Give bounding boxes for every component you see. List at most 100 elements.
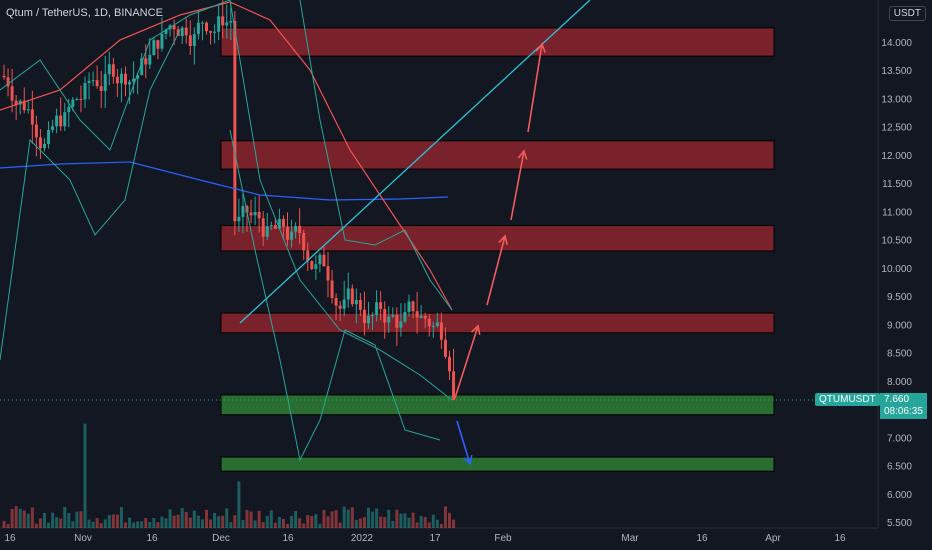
candle-body — [71, 99, 75, 107]
volume-bar — [67, 513, 71, 528]
candle-body — [63, 112, 67, 127]
y-tick-label: 6.500 — [887, 462, 912, 473]
candle-body — [229, 20, 233, 23]
volume-bar — [395, 509, 399, 528]
candle-body — [253, 212, 257, 216]
candle-body — [55, 115, 59, 127]
bollinger-low-1 — [0, 29, 181, 361]
volume-bar — [261, 522, 265, 528]
volume-bar — [63, 506, 67, 528]
x-tick-label: 16 — [146, 533, 158, 544]
candle-body — [83, 83, 87, 100]
candle-body — [367, 315, 370, 324]
y-tick-label: 6.000 — [887, 490, 912, 501]
candle-body — [233, 20, 237, 222]
volume-bar — [322, 509, 326, 528]
candle-body — [443, 339, 447, 357]
volume-bar — [172, 515, 176, 528]
volume-bar — [14, 506, 18, 528]
candle-body — [387, 316, 391, 323]
candle-body — [350, 288, 354, 305]
candle-body — [225, 22, 229, 26]
volume-bar — [83, 423, 87, 528]
volume-bar — [362, 517, 366, 528]
price-tag-countdown: 08:06:35 — [884, 406, 923, 417]
volume-bar — [196, 515, 200, 528]
volume-bar — [205, 509, 208, 528]
y-tick-label: 13.000 — [881, 94, 912, 105]
candle-body — [217, 16, 221, 32]
y-tick-label: 11.500 — [882, 179, 912, 190]
candle-body — [26, 109, 30, 111]
candle-body — [302, 232, 306, 251]
volume-bar — [277, 516, 281, 528]
currency-badge[interactable]: USDT — [888, 6, 926, 21]
resistance-zone — [220, 312, 775, 334]
volume-bar — [136, 521, 140, 528]
candle-body — [379, 302, 383, 310]
candle-body — [59, 115, 63, 127]
volume-bar — [51, 512, 55, 528]
candle-body — [306, 250, 310, 261]
candle-body — [95, 80, 99, 87]
candle-body — [431, 325, 435, 327]
volume-bar — [34, 523, 38, 528]
candle-body — [273, 225, 277, 229]
candle-body — [277, 218, 281, 229]
candle-body — [338, 305, 342, 309]
candle-body — [6, 77, 10, 87]
volume-bar — [22, 510, 26, 528]
volume-bar — [180, 507, 184, 528]
volume-bar — [452, 519, 456, 528]
candle-body — [30, 109, 34, 125]
y-tick-label: 10.500 — [881, 236, 912, 247]
down-arrow — [456, 420, 471, 465]
candle-body — [269, 225, 273, 227]
volume-bar — [443, 506, 447, 528]
candle-body — [391, 314, 395, 317]
projection-arrow — [454, 325, 479, 399]
candle-body — [346, 288, 350, 300]
candle-body — [427, 318, 431, 327]
y-tick-label: 12.500 — [881, 123, 912, 134]
candle-body — [128, 81, 132, 85]
volume-bar — [111, 514, 115, 528]
candle-body — [164, 29, 168, 34]
volume-bar — [350, 507, 354, 528]
candle-body — [290, 231, 294, 240]
volume-bar — [119, 507, 123, 528]
candle-body — [213, 31, 217, 33]
volume-bar — [399, 513, 403, 528]
y-tick-label: 13.500 — [881, 66, 912, 77]
volume-bar — [435, 519, 439, 528]
volume-bar — [91, 521, 95, 528]
candle-body — [318, 254, 322, 265]
volume-bar — [403, 513, 407, 528]
volume-bar — [237, 481, 241, 528]
volume-bar — [115, 514, 119, 528]
volume-bar — [346, 509, 350, 528]
candle-body — [419, 315, 423, 318]
candle-body — [180, 27, 184, 37]
volume-bar — [330, 511, 334, 528]
volume-bar — [423, 517, 427, 528]
volume-bar — [269, 510, 273, 528]
candle-body — [67, 106, 71, 113]
candle-body — [294, 225, 298, 232]
y-tick-label: 10.000 — [881, 264, 912, 275]
y-tick-label: 14.000 — [881, 38, 912, 49]
x-tick-label: 16 — [4, 533, 16, 544]
candle-body — [172, 25, 176, 30]
candle-body — [160, 33, 164, 49]
chart-title: Qtum / TetherUS, 1D, BINANCE — [6, 7, 163, 19]
volume-bar — [87, 519, 91, 528]
projection-arrow — [486, 235, 506, 306]
candle-body — [221, 16, 225, 26]
candle-body — [119, 73, 123, 84]
volume-bar — [192, 510, 196, 528]
volume-bar — [273, 522, 277, 528]
volume-bar — [168, 509, 172, 528]
candle-body — [371, 314, 375, 316]
volume-bar — [391, 520, 395, 528]
